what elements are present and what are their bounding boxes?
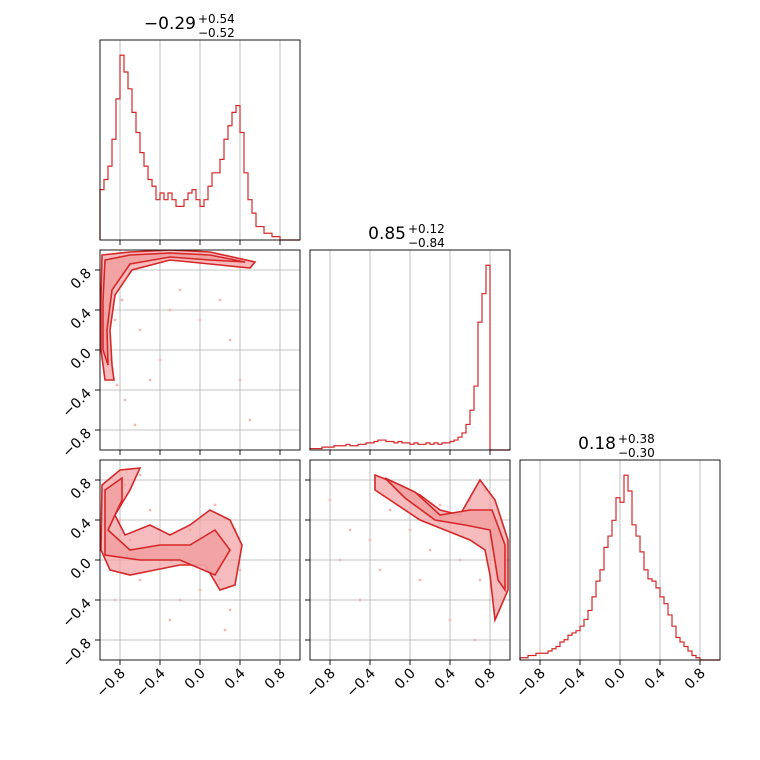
y-tick-label: −0.8 [59,426,94,461]
x-tick-label: 0.0 [392,666,419,693]
title-upper-error: +0.54 [198,12,235,26]
title-lower-error: −0.84 [408,236,445,250]
y-tick-label: 0.0 [68,346,95,373]
title-upper-error: +0.38 [618,432,655,446]
sample-point [168,308,172,312]
y-tick-label: 0.4 [68,515,95,542]
sample-point [478,578,482,582]
param-1-vs-param-2-content [100,250,257,427]
sample-point [213,503,217,507]
y-tick-label: −0.8 [59,636,94,671]
sample-point [168,618,172,622]
sample-point [133,423,137,427]
title-lower-error: −0.30 [618,446,655,460]
sample-point [118,518,122,522]
title-upper-error: +0.12 [408,222,445,236]
histogram-step-line [519,474,720,661]
histogram-step-line [99,54,300,241]
sample-point [123,398,127,402]
sample-point [223,628,227,632]
x-tick-label: 0.8 [682,666,709,693]
sample-point [115,383,119,387]
y-tick-label: −0.4 [59,595,94,630]
x-tick-label: 0.0 [602,666,629,693]
sample-point [148,508,152,512]
title-median: 0.18 [578,434,616,454]
x-tick-label: −0.8 [93,666,128,701]
panel-param-1-vs-param-2: −0.8 −0.4 0.0 0.4 0.8 [59,249,301,461]
y-tick-label: 0.8 [68,266,95,293]
x-tick-label: 0.0 [182,666,209,693]
contour-level-2 [104,476,231,577]
sample-point [158,358,162,362]
x-tick-label: 0.4 [432,665,459,692]
sample-point [448,618,452,622]
sample-point [238,378,242,382]
panel-param-1-vs-param-3: −0.8 −0.4 0.0 0.4 0.8−0.8−0.40.00.40.8 [59,459,301,701]
title-lower-error: −0.52 [198,26,235,40]
param-1-vs-param-3-content [100,467,243,632]
x-tick-label: 0.4 [642,665,669,692]
sample-point [138,328,142,332]
sample-point [388,508,392,512]
sample-point [178,598,182,602]
sample-point [198,588,202,592]
sample-point [418,578,422,582]
y-tick-label: 0.4 [68,305,95,332]
sample-point [113,598,117,602]
x-tick-label: −0.8 [513,666,548,701]
sample-point [378,568,382,572]
panel-param-2-vs-param-3: −0.8 −0.4 0.0 0.4 0.8 [303,459,511,701]
sample-point [228,338,232,342]
sample-point [348,528,352,532]
sample-point [198,318,202,322]
param-2-vs-param-3-content [328,473,509,642]
sample-point [368,538,372,542]
panel-param-3: −0.8 −0.4 0.0 0.4 0.8 [513,459,721,701]
panel-title-3: 0.18 +0.38−0.30 [578,432,655,460]
x-tick-label: −0.4 [343,665,378,700]
sample-point [228,608,232,612]
sample-point [438,503,442,507]
x-tick-label: 0.8 [472,666,499,693]
sample-point [338,558,342,562]
contour-level-1 [374,473,509,624]
sample-point [248,418,252,422]
sample-point [113,318,117,322]
sample-point [238,568,242,572]
panel-param-1 [99,39,301,245]
y-tick-label: 0.8 [68,476,95,503]
sample-point [218,298,222,302]
contour-level-2 [384,477,506,593]
panel-titles: −0.29 +0.54−0.520.85 +0.12−0.840.18 +0.38−0… [144,12,655,460]
y-tick-label: 0.0 [68,556,95,583]
sample-point [473,638,477,642]
x-tick-label: −0.4 [133,665,168,700]
sample-point [138,578,142,582]
x-tick-label: 0.4 [222,665,249,692]
sample-point [120,298,124,302]
sample-point [148,378,152,382]
title-median: −0.29 [144,14,196,34]
panel-title-2: 0.85 +0.12−0.84 [368,222,445,250]
sample-point [358,598,362,602]
x-tick-label: 0.8 [262,666,289,693]
sample-point [428,548,432,552]
contour-level-2 [102,252,246,366]
panels: −0.8−0.40.00.40.8−0.8 −0.4 0.0 0.4 0.8−0.8−0… [59,39,721,701]
sample-point [138,473,142,477]
x-tick-label: −0.8 [303,666,338,701]
panel-title-1: −0.29 +0.54−0.52 [144,12,235,40]
sample-point [328,498,332,502]
sample-point [178,288,182,292]
panel-param-2 [309,249,511,455]
sample-point [458,558,462,562]
histogram-step-line [309,264,510,451]
sample-point [408,528,412,532]
x-tick-label: −0.4 [553,665,588,700]
y-tick-label: −0.4 [59,385,94,420]
title-median: 0.85 [368,224,406,244]
